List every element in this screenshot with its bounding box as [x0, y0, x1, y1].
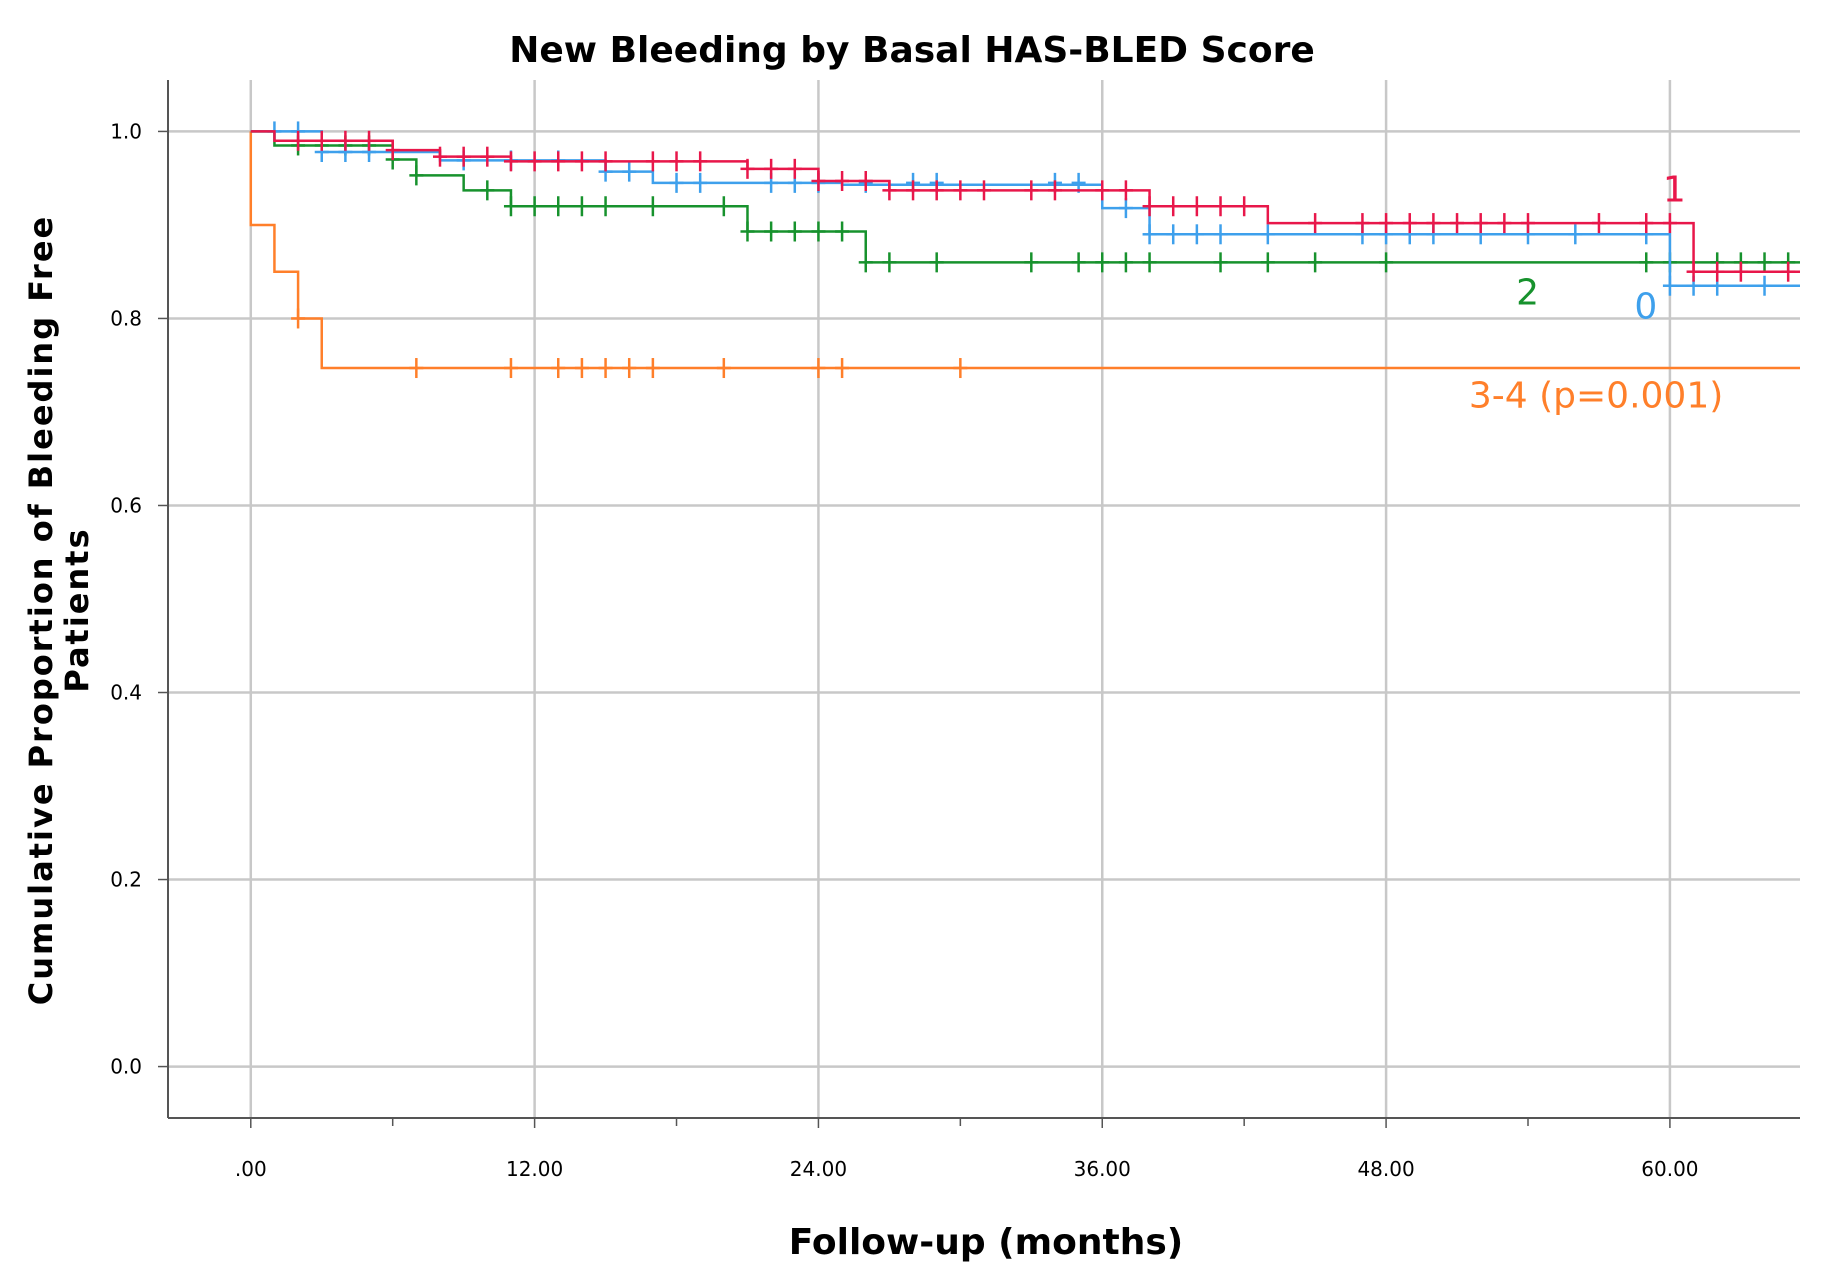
x-axis-label: Follow-up (months) — [789, 1222, 1183, 1263]
x-tick-label: .00 — [235, 1157, 267, 1181]
x-tick-label: 24.00 — [790, 1157, 847, 1181]
km-step-line — [249, 131, 1800, 370]
y-axis-label-line-2: Patients — [58, 527, 96, 692]
x-tick-label: 60.00 — [1641, 1157, 1698, 1181]
y-tick-label: 0.0 — [110, 1055, 142, 1079]
series-group — [249, 121, 1800, 379]
tick-labels: 0.0 0.2 0.4 0.6 0.8 1.0 .00 12.00 24.00 36.00 48.0… — [110, 119, 1698, 1181]
x-tick-label: 36.00 — [1074, 1157, 1131, 1181]
series-label: 3-4 (p=0.001) — [1469, 375, 1723, 416]
y-tick-label: 0.2 — [110, 868, 142, 892]
y-axis-label: Cumulative Proportion of Bleeding Free P… — [22, 215, 96, 1006]
series-label: 0 — [1634, 286, 1657, 327]
y-axis-label-line-1: Cumulative Proportion of Bleeding Free — [22, 215, 60, 1006]
km-step-line — [250, 130, 1800, 264]
series-label: 1 — [1663, 170, 1686, 211]
axes — [158, 80, 1800, 1128]
y-tick-label: 0.6 — [110, 493, 142, 517]
x-tick-label: 48.00 — [1357, 1157, 1414, 1181]
series-label: 2 — [1516, 272, 1539, 313]
km-step-line — [250, 130, 1800, 287]
y-tick-label: 0.4 — [110, 681, 142, 705]
y-tick-label: 0.8 — [110, 306, 142, 330]
km-step-line — [250, 130, 1800, 273]
x-tick-label: 12.00 — [506, 1157, 563, 1181]
y-tick-label: 1.0 — [110, 119, 142, 143]
series-labels: 3-4 (p=0.001) 2 0 1 — [1469, 170, 1723, 417]
grid-lines — [168, 80, 1800, 1118]
chart-title: New Bleeding by Basal HAS-BLED Score — [509, 30, 1315, 71]
